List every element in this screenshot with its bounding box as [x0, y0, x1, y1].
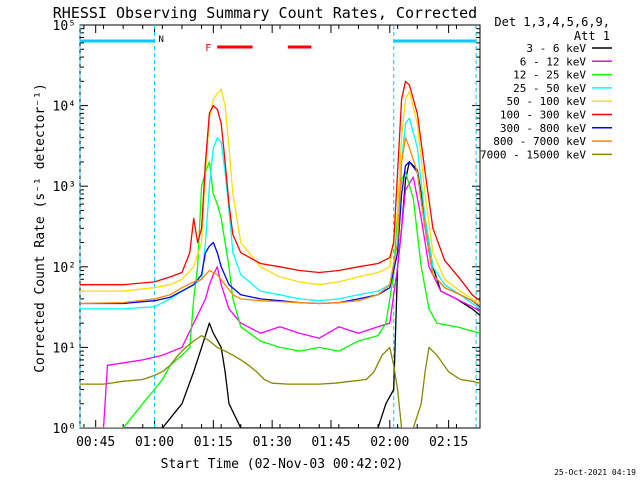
x-tick-label: 01:30: [253, 435, 292, 450]
x-tick-label: 01:15: [194, 435, 233, 450]
x-tick-label: 01:00: [135, 435, 174, 450]
y-tick-label: 10⁵: [53, 19, 76, 34]
x-tick-label: 01:45: [311, 435, 350, 450]
legend-header-attenuator: Att 1: [574, 29, 610, 43]
y-tick-label: 10¹: [53, 341, 76, 356]
series-line-6: [80, 80, 480, 302]
y-tick-label: 10²: [53, 261, 76, 276]
legend-entry-label: 100 - 300 keV: [500, 109, 586, 122]
legend-entry-label: 25 - 50 keV: [513, 82, 586, 95]
legend-header-detectors: Det 1,3,4,5,6,9,: [494, 15, 610, 29]
legend-entry-label: 12 - 25 keV: [513, 69, 586, 82]
x-axis-label: Start Time (02-Nov-03 00:42:02): [161, 457, 404, 472]
flare-label: F: [205, 43, 211, 54]
series-line-8: [80, 137, 480, 307]
y-tick-label: 10⁴: [53, 100, 76, 115]
legend-entry-label: 6 - 12 keV: [520, 55, 587, 68]
x-tick-label: 02:15: [429, 435, 468, 450]
plot-frame: [79, 24, 481, 429]
series-line-9: [80, 334, 480, 428]
night-label: N: [159, 35, 164, 45]
x-tick-label: 02:00: [370, 435, 409, 450]
plot-area: 10⁰ 10¹ 10² 10³ 10⁴ 10⁵ 00:45 01:00 01:15 01:30 01…: [53, 19, 481, 450]
legend-entry-label: 7000 - 15000 keV: [480, 148, 586, 161]
y-tick-label: 10³: [53, 180, 76, 195]
x-tick-label: 00:45: [76, 435, 115, 450]
legend-entry-label: 50 - 100 keV: [507, 95, 587, 108]
chart-title: RHESSI Observing Summary Count Rates, Co…: [53, 4, 477, 22]
y-tick-label: 10⁰: [53, 422, 76, 437]
series-line-5: [80, 88, 480, 305]
legend-entry-label: 800 - 7000 keV: [493, 135, 586, 148]
footer-timestamp: 25-Oct-2021 04:19: [554, 468, 636, 477]
series-line-4: [80, 117, 480, 310]
legend-entry-label: 300 - 800 keV: [500, 122, 586, 135]
y-axis-label: Corrected Count Rate (s⁻¹ detector⁻¹): [33, 83, 48, 373]
series-line-2: [80, 176, 480, 428]
legend-entry-label: 3 - 6 keV: [526, 42, 586, 55]
